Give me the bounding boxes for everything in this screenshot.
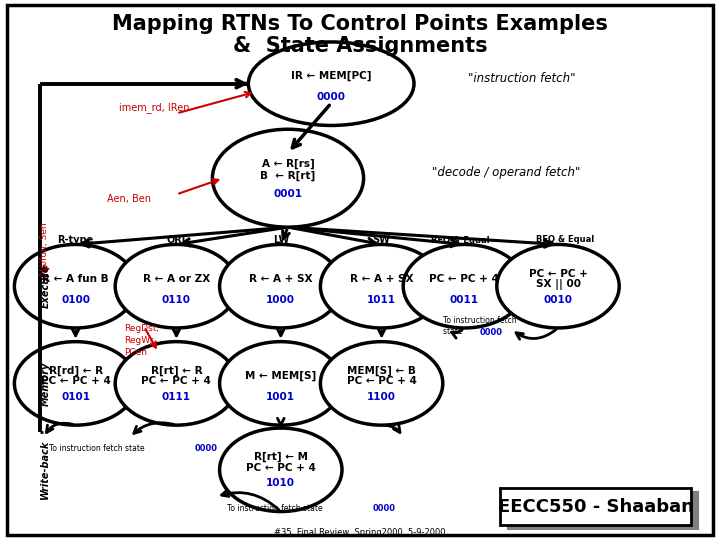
Text: 0010: 0010 xyxy=(544,294,572,305)
Text: BEQ &·Equal: BEQ &·Equal xyxy=(431,236,490,245)
Text: Execute: Execute xyxy=(40,265,50,308)
Text: SX || 00: SX || 00 xyxy=(536,279,580,289)
Text: 0011: 0011 xyxy=(450,294,479,305)
Text: 0000: 0000 xyxy=(317,92,346,102)
Ellipse shape xyxy=(212,129,364,227)
Ellipse shape xyxy=(320,245,443,328)
Text: #35  Final Review  Spring2000  5-9-2000: #35 Final Review Spring2000 5-9-2000 xyxy=(274,529,446,537)
Text: Aen, Ben: Aen, Ben xyxy=(107,194,150,204)
Text: 0000: 0000 xyxy=(372,504,395,513)
Ellipse shape xyxy=(403,245,526,328)
Text: R-type: R-type xyxy=(58,235,94,245)
Text: "instruction fetch": "instruction fetch" xyxy=(468,72,575,85)
Text: 0000: 0000 xyxy=(194,444,217,453)
Text: R[rt] ← M: R[rt] ← M xyxy=(254,452,308,462)
Text: R[rd] ← R: R[rd] ← R xyxy=(48,366,103,376)
Text: Write-back: Write-back xyxy=(40,440,50,500)
Ellipse shape xyxy=(14,342,137,425)
Text: MEM[S] ← B: MEM[S] ← B xyxy=(347,366,416,376)
Text: LW: LW xyxy=(273,235,289,245)
Ellipse shape xyxy=(115,245,238,328)
Text: imem_rd, IRen: imem_rd, IRen xyxy=(119,103,189,113)
Text: SW: SW xyxy=(373,235,390,245)
Text: R ← A or ZX: R ← A or ZX xyxy=(143,274,210,284)
Text: R ← A + SX: R ← A + SX xyxy=(350,274,413,284)
Text: 0111: 0111 xyxy=(162,392,191,402)
Text: A ← R[rs]: A ← R[rs] xyxy=(261,158,315,168)
Ellipse shape xyxy=(248,42,414,125)
Text: R ← A fun B: R ← A fun B xyxy=(42,274,109,284)
Text: PC ← PC + 4: PC ← PC + 4 xyxy=(40,376,111,386)
Text: IR ← MEM[PC]: IR ← MEM[PC] xyxy=(291,71,372,82)
Ellipse shape xyxy=(220,428,342,511)
Text: ALUfun, Sen: ALUfun, Sen xyxy=(40,222,49,277)
Text: RegDst,
RegWr,
PCen: RegDst, RegWr, PCen xyxy=(124,324,159,356)
Text: PC ← PC + 4: PC ← PC + 4 xyxy=(246,463,316,472)
Text: PC ← PC + 4: PC ← PC + 4 xyxy=(429,274,500,284)
Text: R[rt] ← R: R[rt] ← R xyxy=(150,366,202,376)
Text: M ← MEM[S]: M ← MEM[S] xyxy=(246,371,316,381)
Ellipse shape xyxy=(320,342,443,425)
Text: "decode / operand fetch": "decode / operand fetch" xyxy=(432,166,580,179)
Ellipse shape xyxy=(220,245,342,328)
Text: Memory: Memory xyxy=(40,361,50,406)
Text: EECC550 - Shaaban: EECC550 - Shaaban xyxy=(498,497,694,516)
Text: 0110: 0110 xyxy=(162,294,191,305)
Text: 0100: 0100 xyxy=(61,294,90,305)
Text: 1011: 1011 xyxy=(367,294,396,305)
Text: ORi: ORi xyxy=(167,235,186,245)
Ellipse shape xyxy=(497,245,619,328)
Ellipse shape xyxy=(220,342,342,425)
Bar xyxy=(508,492,698,529)
Text: &  State Assignments: & State Assignments xyxy=(233,36,487,56)
Text: BEQ & Equal: BEQ & Equal xyxy=(536,235,594,244)
Text: 1000: 1000 xyxy=(266,294,295,305)
Ellipse shape xyxy=(115,342,238,425)
Text: 1001: 1001 xyxy=(266,392,295,402)
Text: 0101: 0101 xyxy=(61,392,90,402)
Text: PC ← PC + 4: PC ← PC + 4 xyxy=(141,376,212,386)
Text: To instruction fetch
state: To instruction fetch state xyxy=(443,316,516,336)
Text: To instruction fetch state: To instruction fetch state xyxy=(227,504,325,513)
Text: PC ← PC + 4: PC ← PC + 4 xyxy=(346,376,417,386)
Text: R ← A + SX: R ← A + SX xyxy=(249,274,312,284)
Text: Mapping RTNs To Control Points Examples: Mapping RTNs To Control Points Examples xyxy=(112,14,608,35)
Text: 1010: 1010 xyxy=(266,478,295,488)
Text: 0001: 0001 xyxy=(274,189,302,199)
Text: B  ← R[rt]: B ← R[rt] xyxy=(261,171,315,181)
Bar xyxy=(500,488,691,525)
Text: 0000: 0000 xyxy=(480,328,503,337)
Ellipse shape xyxy=(14,245,137,328)
Text: 1100: 1100 xyxy=(367,392,396,402)
Text: PC ← PC +: PC ← PC + xyxy=(528,269,588,279)
Text: To instruction fetch state: To instruction fetch state xyxy=(49,444,147,453)
